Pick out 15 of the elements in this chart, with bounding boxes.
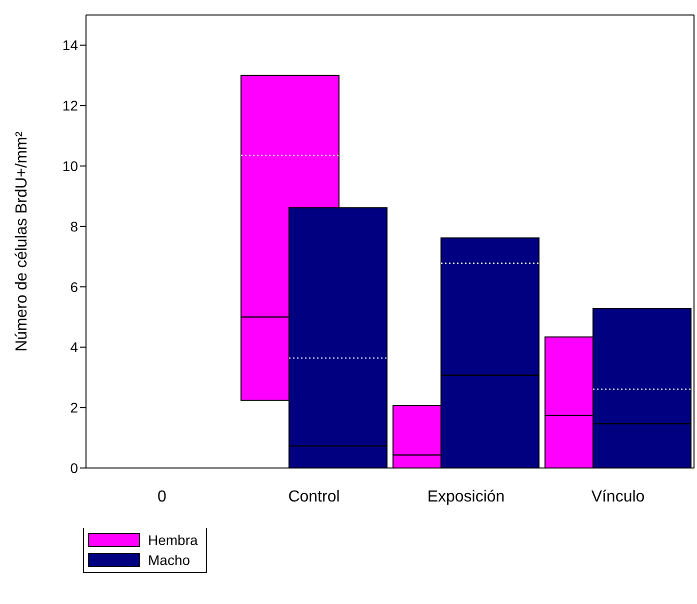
y-tick-label: 12 [62,98,78,114]
y-tick-label: 0 [70,460,78,476]
x-tick-label: Control [288,488,340,506]
x-tick-label: Vínculo [591,488,645,506]
y-axis-title: Número de células BrdU+/mm² [14,130,31,352]
y-tick-label: 10 [62,158,78,174]
y-tick-label: 2 [70,400,78,416]
y-tick-label: 14 [62,37,78,54]
y-tick-label: 6 [70,278,78,295]
x-tick-label: 0 [158,488,167,506]
y-tick-label: 4 [70,339,78,356]
legend-label: Hembra [148,532,198,548]
legend-label: Macho [148,552,190,568]
y-tick-label: 8 [70,218,78,234]
x-tick-label: Exposición [427,488,505,506]
